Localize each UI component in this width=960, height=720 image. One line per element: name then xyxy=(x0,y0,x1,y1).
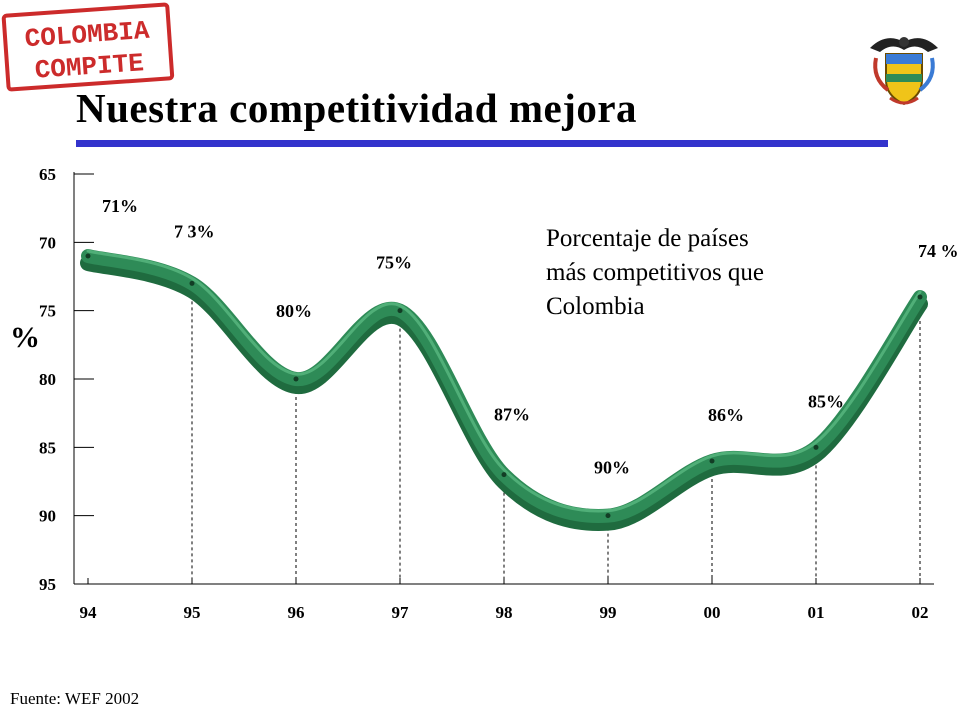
data-point xyxy=(501,472,507,478)
x-tick-label: 99 xyxy=(600,603,617,622)
x-tick-label: 95 xyxy=(184,603,201,622)
data-label: 71% xyxy=(102,196,138,216)
y-tick-label: 65 xyxy=(39,165,56,184)
data-point xyxy=(293,376,299,382)
data-label: 80% xyxy=(276,301,312,321)
x-tick-label: 00 xyxy=(704,603,721,622)
data-point xyxy=(85,253,91,259)
series-line xyxy=(81,249,927,523)
data-point xyxy=(709,458,715,464)
x-tick-label: 94 xyxy=(80,603,98,622)
y-tick-label: 80 xyxy=(39,370,56,389)
data-point xyxy=(189,280,195,286)
page-title: Nuestra competitividad mejora xyxy=(76,85,638,131)
x-tick-label: 97 xyxy=(392,603,410,622)
data-label: 90% xyxy=(594,458,630,478)
data-label: 86% xyxy=(708,405,744,425)
x-tick-label: 96 xyxy=(288,603,305,622)
y-tick-label: 75 xyxy=(39,302,56,321)
y-axis-label: % xyxy=(10,321,40,354)
x-tick-label: 02 xyxy=(912,603,929,622)
data-point xyxy=(917,294,923,300)
y-tick-label: 70 xyxy=(39,233,56,252)
description-line-2: más competitivos que xyxy=(546,259,765,286)
description-line-1: Porcentaje de países xyxy=(546,225,749,252)
chart-description: Porcentaje de países más competitivos qu… xyxy=(546,222,846,324)
title-underline xyxy=(76,140,888,147)
x-tick-label: 01 xyxy=(808,603,825,622)
colombia-compite-logo: COLOMBIA COMPITE xyxy=(1,2,175,92)
data-point xyxy=(397,308,403,314)
data-label: 85% xyxy=(808,391,844,411)
data-label: 87% xyxy=(494,405,530,425)
colombia-coat-of-arms-icon xyxy=(870,37,938,106)
data-label: 74 % xyxy=(918,241,959,261)
series-line-highlight xyxy=(86,249,922,513)
y-tick-label: 95 xyxy=(39,575,56,594)
data-label: 7 3% xyxy=(174,221,215,241)
y-tick-label: 90 xyxy=(39,507,56,526)
description-line-3: Colombia xyxy=(546,293,645,320)
data-label: 75% xyxy=(376,253,412,273)
x-tick-label: 98 xyxy=(496,603,513,622)
data-point xyxy=(605,513,611,519)
data-point xyxy=(813,444,819,450)
y-tick-label: 85 xyxy=(39,438,56,457)
source-note: Fuente: WEF 2002 xyxy=(10,689,140,708)
